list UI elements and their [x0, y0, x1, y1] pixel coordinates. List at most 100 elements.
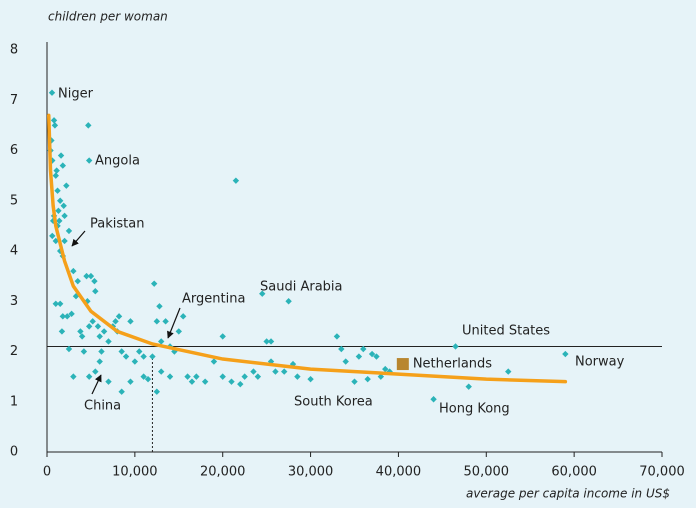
point	[85, 122, 92, 129]
point	[112, 318, 119, 325]
highlight-label: Netherlands	[413, 357, 492, 372]
point	[61, 237, 68, 245]
point	[281, 368, 288, 375]
point	[333, 333, 341, 340]
point	[96, 333, 103, 340]
annotation-arrow	[91, 374, 102, 395]
point	[342, 358, 349, 365]
point	[505, 368, 512, 375]
point	[78, 333, 86, 340]
point	[100, 328, 108, 335]
point	[144, 375, 152, 383]
annotation: United States	[462, 324, 550, 339]
point	[59, 313, 67, 320]
point	[49, 232, 56, 240]
highlight-point	[396, 358, 409, 371]
point	[175, 328, 182, 335]
point	[56, 217, 63, 225]
point	[85, 323, 93, 330]
annotation: South Korea	[294, 395, 373, 410]
point	[127, 378, 134, 385]
annotation: Niger	[58, 87, 94, 102]
point	[55, 207, 62, 214]
point	[65, 227, 73, 235]
point	[285, 298, 292, 305]
point	[105, 338, 112, 345]
point	[92, 368, 99, 375]
point	[118, 388, 125, 395]
point	[355, 353, 363, 360]
point	[52, 172, 59, 179]
point	[70, 267, 77, 275]
y-tick-label: 6	[10, 143, 18, 158]
point	[63, 182, 70, 189]
point	[250, 368, 257, 375]
point	[149, 353, 156, 360]
point	[60, 202, 67, 209]
point	[54, 187, 61, 194]
point	[96, 358, 103, 365]
point	[74, 277, 81, 285]
point	[91, 277, 98, 285]
point	[85, 373, 93, 380]
point	[188, 378, 196, 385]
x-axis-label: average per capita income in US$	[466, 487, 670, 501]
point	[94, 323, 102, 330]
point	[65, 345, 73, 353]
point	[377, 373, 385, 380]
point	[70, 373, 77, 380]
point	[122, 353, 130, 360]
point	[127, 318, 134, 325]
point	[294, 373, 301, 380]
point	[87, 272, 95, 280]
annotation-arrow	[71, 230, 86, 247]
annotation: Angola	[95, 154, 140, 169]
annotation-arrow	[167, 307, 181, 339]
point	[150, 280, 158, 287]
point	[140, 353, 147, 360]
point	[80, 348, 88, 355]
point	[307, 375, 314, 383]
point	[89, 318, 96, 325]
point	[263, 338, 270, 345]
y-tick-label: 0	[10, 445, 18, 460]
point	[136, 348, 143, 355]
y-tick-label: 1	[10, 394, 18, 409]
annotation: Saudi Arabia	[260, 280, 343, 295]
point	[162, 318, 169, 325]
point	[373, 353, 380, 360]
x-tick-label: 60,000	[551, 465, 597, 480]
point	[158, 338, 165, 345]
point	[131, 358, 139, 365]
point	[465, 383, 472, 390]
point	[179, 313, 187, 320]
x-tick-label: 20,000	[200, 465, 246, 480]
annotation: Norway	[575, 355, 625, 370]
point	[105, 378, 112, 385]
point	[153, 318, 161, 325]
point	[237, 380, 244, 388]
point	[118, 348, 125, 355]
point	[83, 272, 90, 280]
point	[254, 373, 262, 380]
x-tick-label: 70,000	[639, 465, 685, 480]
point	[51, 122, 59, 129]
point	[201, 378, 209, 385]
y-tick-label: 2	[10, 344, 18, 359]
x-tick-label: 0	[43, 465, 51, 480]
point	[68, 310, 75, 318]
y-tick-label: 8	[10, 43, 18, 58]
point	[156, 303, 163, 310]
y-axis-label: children per woman	[48, 10, 168, 24]
point	[48, 89, 56, 96]
point	[56, 197, 64, 204]
y-tick-label: 3	[10, 294, 18, 309]
point	[50, 117, 58, 124]
point	[57, 152, 65, 159]
y-tick-label: 7	[10, 93, 18, 108]
annotation: Argentina	[182, 292, 245, 307]
point	[53, 167, 60, 174]
point	[153, 388, 161, 395]
